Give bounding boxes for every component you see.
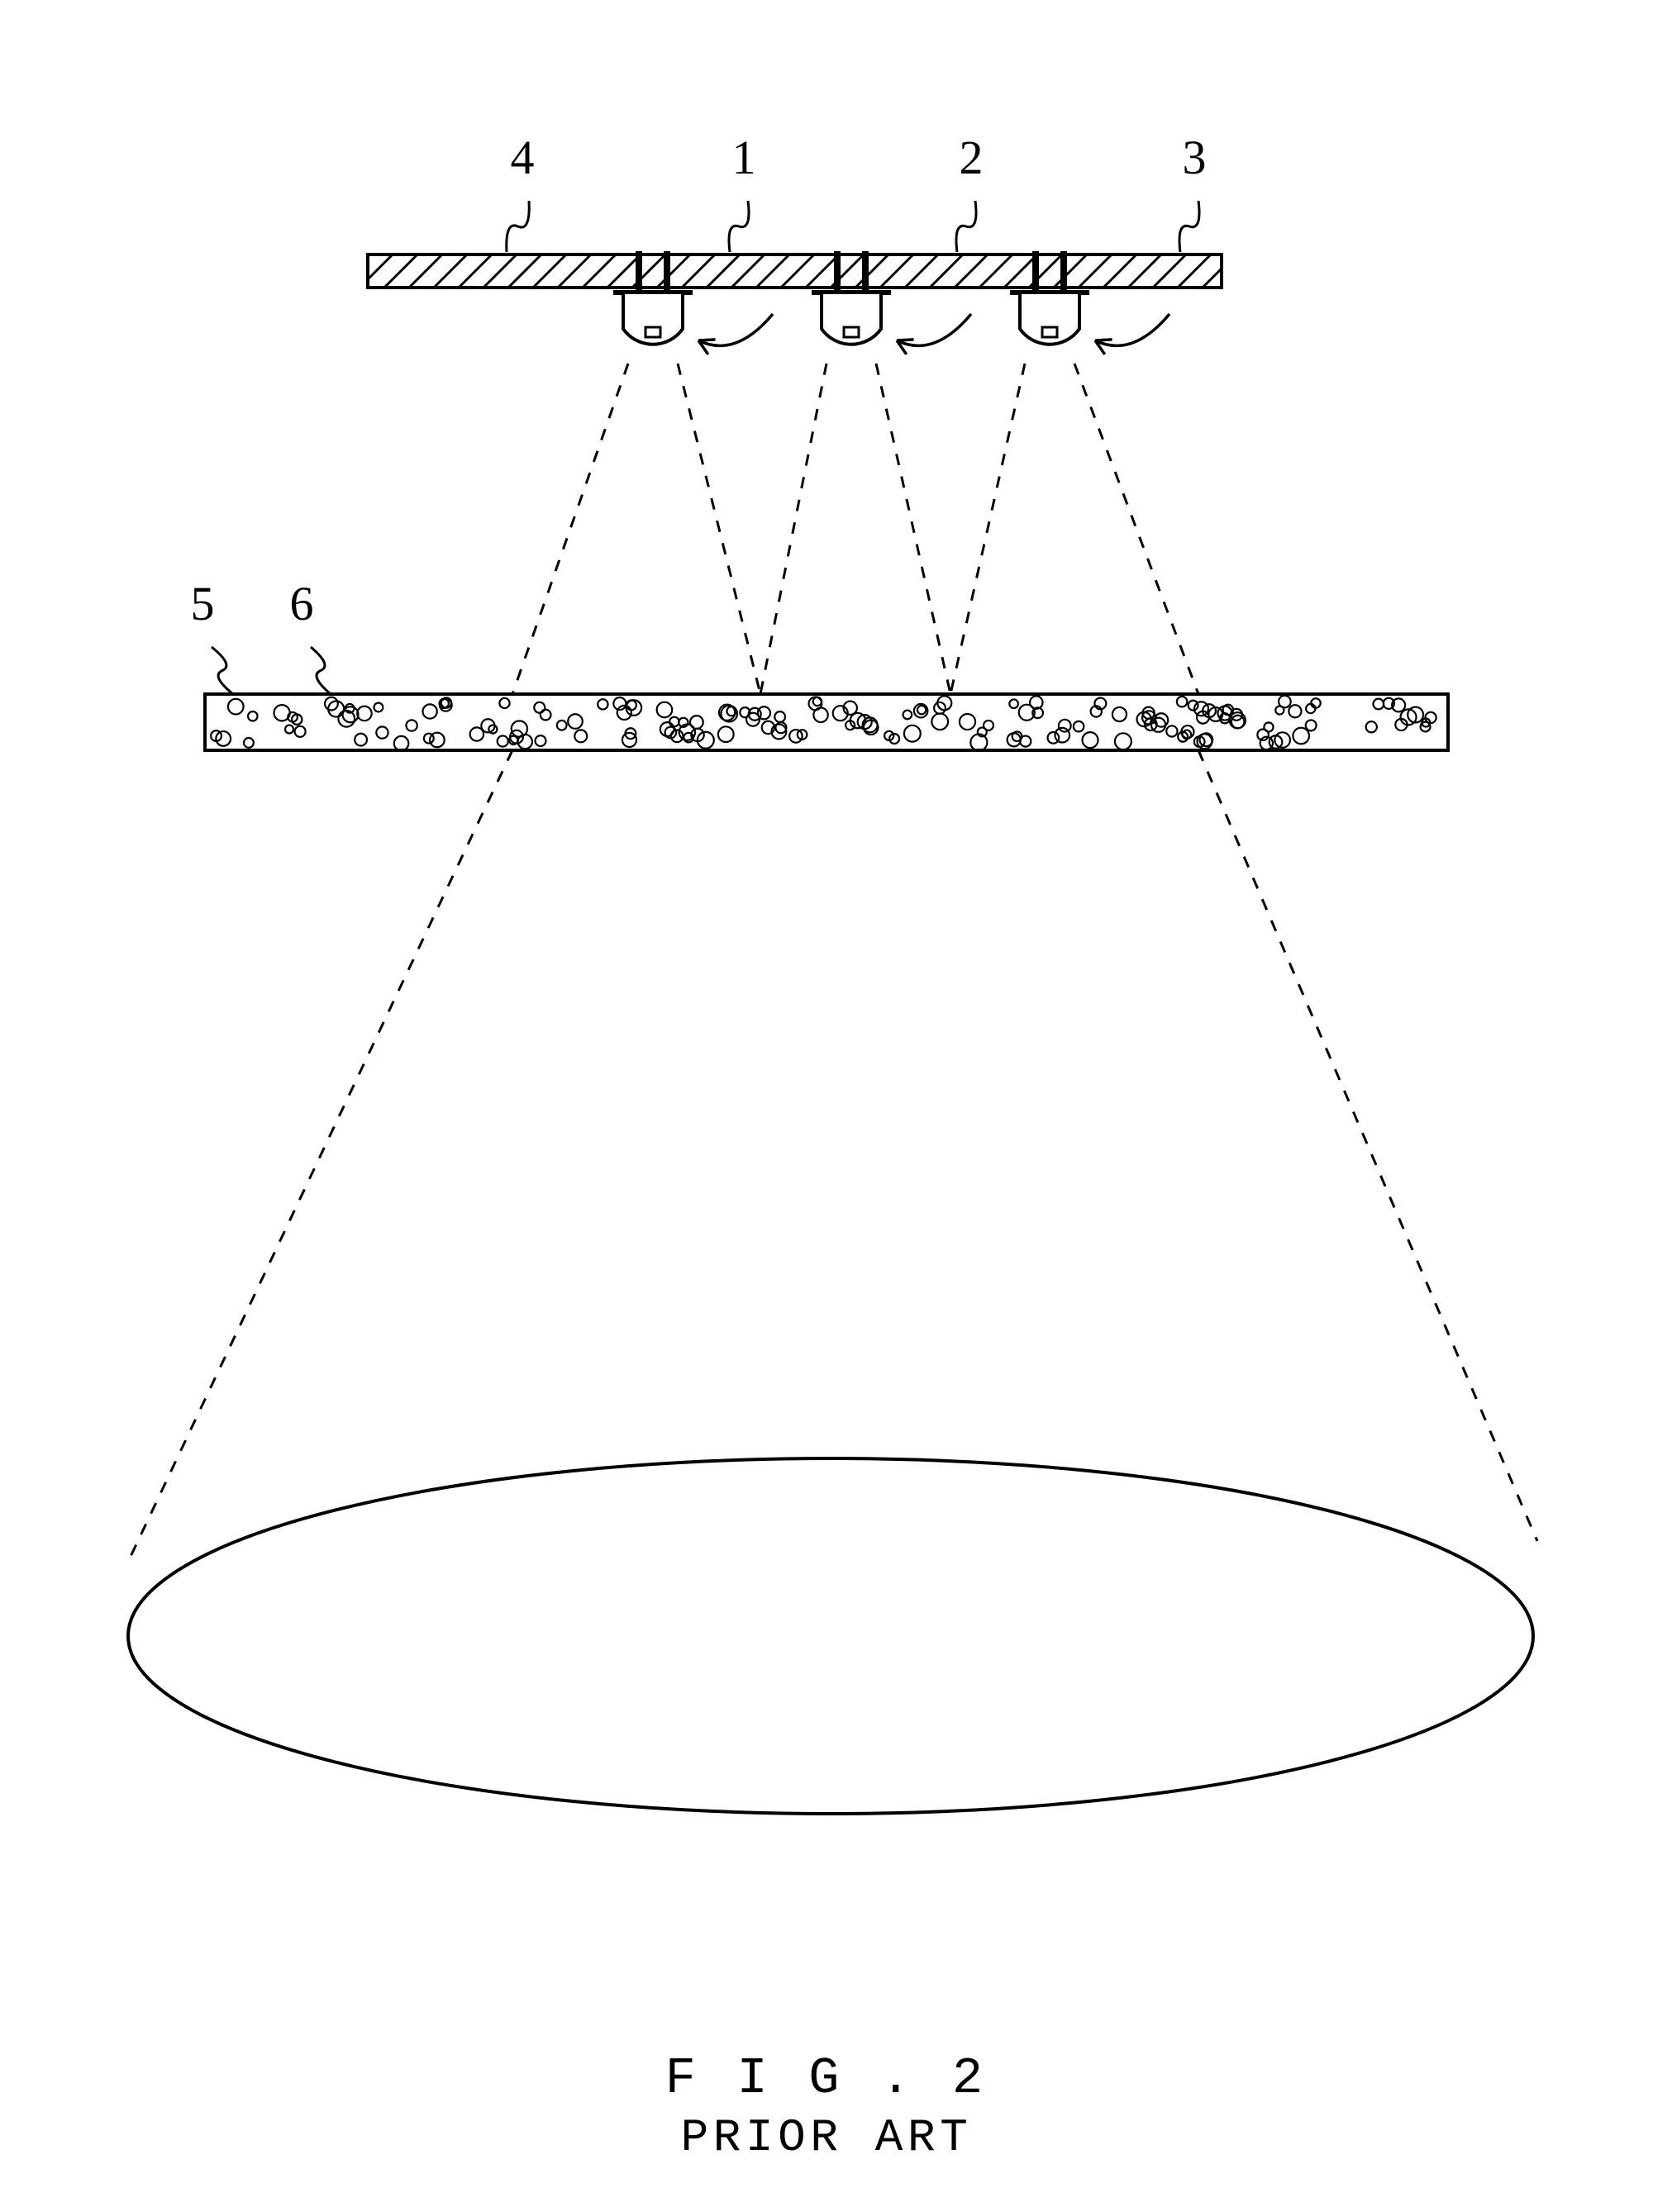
svg-text:4: 4	[511, 131, 535, 184]
figure-svg: 4 1 2 3 5 6	[0, 0, 1653, 2212]
svg-text:6: 6	[290, 577, 314, 630]
figure-label: F I G . 2	[0, 2049, 1653, 2108]
figure-subtitle: PRIOR ART	[0, 2111, 1653, 2164]
svg-text:2: 2	[960, 131, 984, 184]
svg-text:1: 1	[732, 131, 756, 184]
figure-page: 4 1 2 3 5 6 F I G . 2 PRIOR ART	[0, 0, 1653, 2212]
svg-text:5: 5	[191, 577, 215, 630]
svg-text:3: 3	[1183, 131, 1207, 184]
